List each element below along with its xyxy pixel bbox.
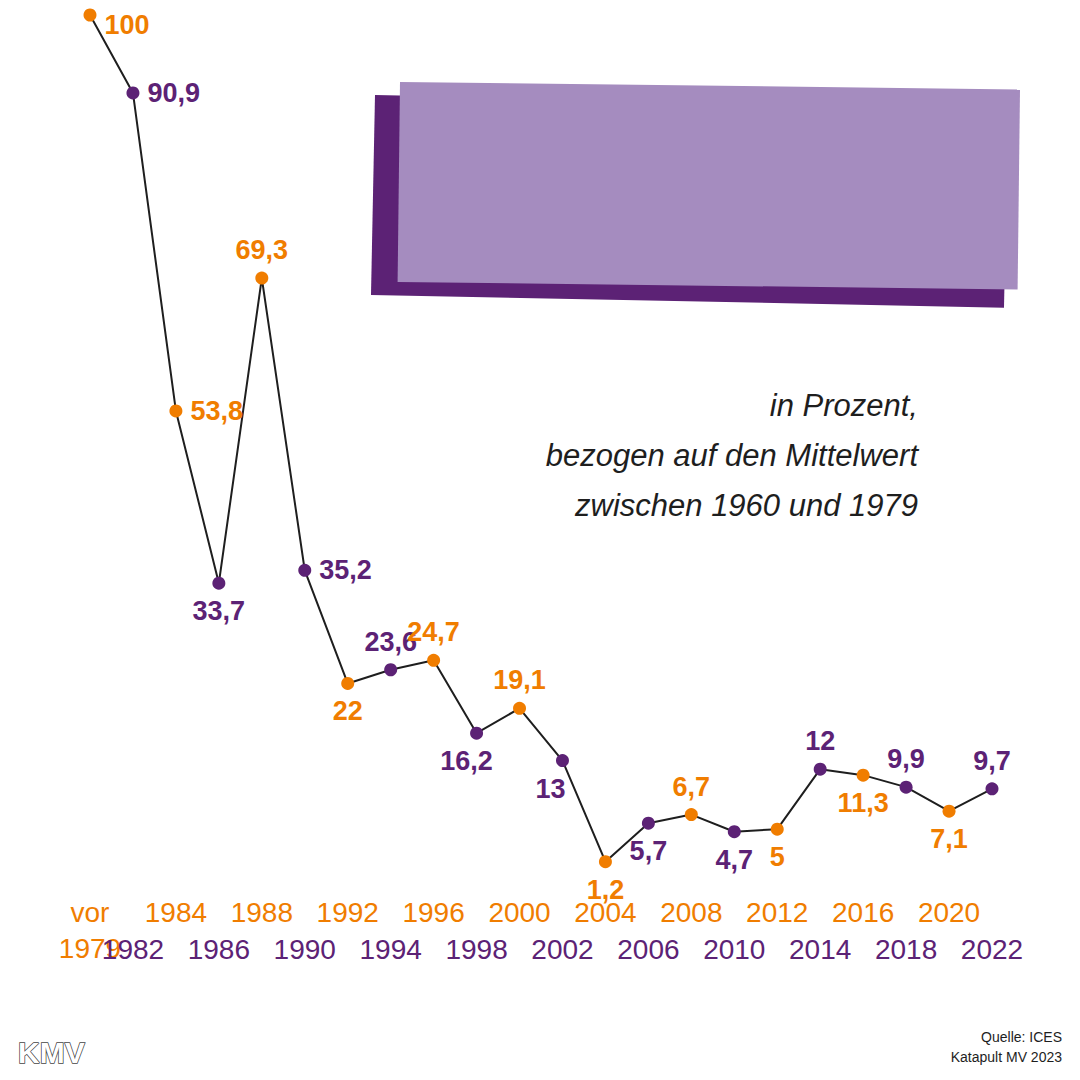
- svg-text:1979: 1979: [58, 932, 122, 964]
- svg-text:35,2: 35,2: [319, 555, 372, 585]
- svg-text:2020: 2020: [918, 897, 980, 928]
- svg-text:zwischen 1960 und 1979: zwischen 1960 und 1979: [574, 488, 918, 523]
- svg-text:19,1: 19,1: [493, 665, 546, 695]
- svg-text:11,3: 11,3: [838, 788, 889, 818]
- svg-text:2006: 2006: [617, 934, 679, 965]
- svg-text:1988: 1988: [231, 897, 293, 928]
- svg-text:2016: 2016: [832, 897, 894, 928]
- svg-text:100: 100: [105, 10, 150, 40]
- svg-text:5,7: 5,7: [630, 836, 668, 866]
- svg-text:53,8: 53,8: [190, 396, 243, 426]
- svg-text:16,2: 16,2: [440, 746, 493, 776]
- svg-text:90,9: 90,9: [147, 78, 200, 108]
- svg-text:in Prozent,: in Prozent,: [770, 388, 918, 423]
- svg-text:Quelle: ICES: Quelle: ICES: [981, 1029, 1062, 1045]
- svg-text:1984: 1984: [145, 897, 207, 928]
- svg-text:2010: 2010: [703, 934, 765, 965]
- svg-text:1,2: 1,2: [587, 875, 625, 905]
- svg-text:1992: 1992: [317, 897, 379, 928]
- svg-text:vor: vor: [71, 897, 110, 928]
- svg-text:bezogen auf den Mittelwert: bezogen auf den Mittelwert: [546, 438, 920, 473]
- svg-text:69,3: 69,3: [236, 235, 289, 265]
- svg-text:2004: 2004: [574, 896, 637, 928]
- svg-text:7,1: 7,1: [930, 824, 968, 854]
- svg-text:KMV: KMV: [18, 1036, 85, 1069]
- svg-text:23,6: 23,6: [364, 626, 417, 657]
- svg-text:5: 5: [770, 842, 785, 872]
- svg-text:4,7: 4,7: [716, 845, 754, 875]
- svg-text:2014: 2014: [789, 934, 851, 965]
- svg-text:1986: 1986: [188, 934, 250, 965]
- svg-text:Katapult MV 2023: Katapult MV 2023: [951, 1049, 1063, 1065]
- svg-text:9,7: 9,7: [973, 746, 1011, 776]
- svg-text:1998: 1998: [445, 934, 507, 965]
- svg-text:2018: 2018: [875, 934, 937, 965]
- svg-text:9,9: 9,9: [887, 744, 925, 774]
- svg-text:6,7: 6,7: [673, 772, 711, 802]
- svg-text:12: 12: [805, 726, 835, 756]
- svg-text:1994: 1994: [360, 934, 422, 965]
- svg-text:1982: 1982: [102, 934, 164, 965]
- svg-text:1996: 1996: [402, 897, 464, 928]
- svg-text:1990: 1990: [274, 934, 336, 965]
- svg-text:2012: 2012: [746, 897, 808, 928]
- svg-text:33,7: 33,7: [193, 596, 246, 626]
- svg-text:24,7: 24,7: [407, 617, 460, 647]
- svg-text:2022: 2022: [961, 934, 1023, 965]
- svg-text:2000: 2000: [488, 897, 550, 928]
- svg-text:22: 22: [333, 696, 363, 726]
- svg-text:13: 13: [535, 774, 565, 804]
- svg-text:2008: 2008: [660, 897, 722, 928]
- svg-text:2002: 2002: [531, 934, 593, 965]
